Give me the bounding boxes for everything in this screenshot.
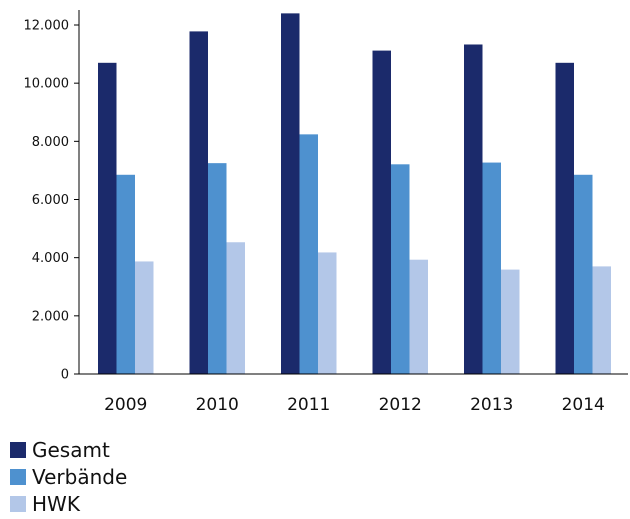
y-tick-label: 10.000 (24, 77, 70, 92)
bar-hwk-2009 (135, 261, 154, 374)
y-axis: 0 2.000 4.000 6.000 8.000 10.000 12.000 (24, 10, 80, 383)
bar-verbnde-2009 (116, 174, 135, 374)
x-axis: 2009 2010 2011 2012 2013 2014 (79, 373, 628, 415)
bar-verbnde-2012 (391, 164, 410, 374)
x-tick-label: 2013 (470, 395, 513, 415)
y-tick-label: 12.000 (24, 19, 70, 34)
bar-verbnde-2013 (482, 162, 501, 374)
x-tick-label: 2012 (379, 395, 422, 415)
y-tick-label: 4.000 (32, 251, 69, 266)
y-tick-label: 6.000 (32, 193, 69, 208)
bar-gesamt-2009 (98, 62, 117, 374)
bar-hwk-2012 (409, 259, 428, 374)
legend-swatch (10, 495, 26, 512)
bar-gesamt-2012 (372, 50, 391, 375)
bar-gesamt-2010 (189, 31, 208, 374)
legend-item: Verbände (10, 463, 127, 490)
bar-verbnde-2010 (208, 163, 227, 374)
bar-gesamt-2011 (281, 13, 300, 374)
legend-label: Gesamt (32, 437, 110, 462)
bar-hwk-2010 (226, 242, 245, 374)
x-tick-label: 2014 (562, 395, 605, 415)
legend-swatch (10, 441, 26, 458)
legend-label: HWK (32, 491, 80, 516)
legend-item: HWK (10, 490, 127, 517)
legend-swatch (10, 468, 26, 485)
bar-verbnde-2011 (299, 134, 318, 374)
bar-gesamt-2014 (555, 62, 574, 374)
bar-hwk-2011 (318, 252, 337, 374)
legend-label: Verbände (32, 464, 128, 489)
y-tick-label: 0 (61, 368, 69, 383)
legend: Gesamt Verbände HWK (10, 436, 127, 517)
bar-hwk-2013 (501, 269, 520, 374)
bar-gesamt-2013 (464, 44, 483, 374)
bars (98, 13, 611, 375)
x-tick-label: 2011 (287, 395, 330, 415)
y-tick-label: 8.000 (32, 135, 69, 150)
x-tick-label: 2009 (104, 395, 147, 415)
x-tick-label: 2010 (196, 395, 239, 415)
bar-hwk-2014 (592, 266, 611, 374)
bar-verbnde-2014 (574, 174, 593, 374)
legend-item: Gesamt (10, 436, 127, 463)
y-tick-label: 2.000 (32, 309, 69, 324)
